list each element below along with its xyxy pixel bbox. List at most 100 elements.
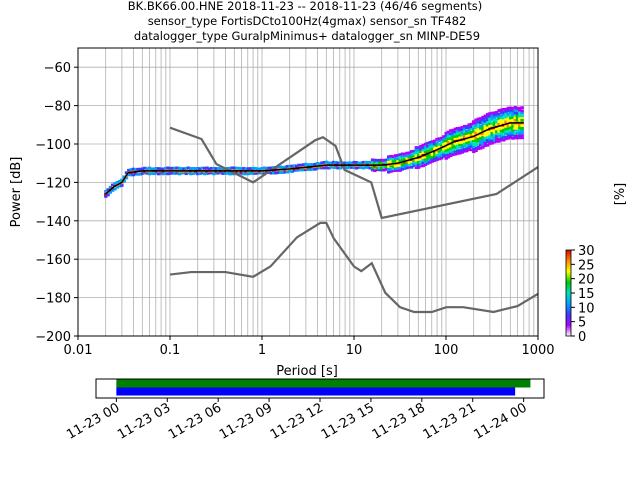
histogram-cell [488, 129, 492, 133]
histogram-cell [472, 124, 476, 128]
histogram-cell [409, 150, 414, 153]
histogram-cell [446, 130, 451, 134]
histogram-cell [322, 166, 326, 170]
histogram-cell [513, 126, 517, 130]
histogram-cell [518, 108, 522, 112]
histogram-cell [423, 163, 428, 166]
histogram-cell [444, 133, 448, 137]
histogram-cell [377, 168, 382, 172]
histogram-cell [462, 142, 467, 146]
histogram-cell [513, 128, 517, 132]
histogram-cell [297, 163, 301, 167]
histogram-cell [412, 149, 416, 153]
histogram-cell [481, 115, 485, 119]
histogram-cell [469, 145, 474, 148]
histogram-cell [423, 142, 428, 146]
histogram-cell [412, 152, 416, 156]
histogram-cell [495, 139, 499, 143]
colorbar-tick-label: 30 [578, 244, 595, 259]
histogram-cell [129, 168, 133, 172]
histogram-cell [430, 142, 435, 146]
histogram-cell [511, 136, 515, 140]
histogram-cell [324, 166, 329, 170]
histogram-cell [465, 149, 469, 153]
histogram-cell [439, 141, 444, 145]
histogram-cell [449, 151, 453, 155]
histogram-cell [501, 133, 506, 137]
histogram-cell [423, 155, 428, 158]
plot-frame [77, 47, 539, 337]
histogram-cell [324, 160, 329, 164]
histogram-cell [455, 136, 460, 140]
histogram-cell [506, 119, 510, 123]
histogram-cell [485, 130, 490, 134]
histogram-cell [386, 155, 391, 159]
histogram-cell [384, 165, 389, 168]
histogram-cell [481, 120, 485, 124]
histogram-cell [345, 161, 349, 165]
histogram-cell [253, 172, 257, 175]
histogram-cell [511, 118, 515, 122]
histogram-cell [490, 114, 494, 118]
histogram-cell [216, 171, 221, 175]
histogram-cell [485, 115, 490, 119]
histogram-cell [504, 109, 508, 113]
histogram-cell [156, 172, 161, 176]
histogram-cell [193, 171, 198, 175]
histogram-cell [338, 166, 343, 170]
histogram-cell [472, 150, 476, 154]
histogram-cell [108, 190, 113, 194]
histogram-cell [499, 131, 504, 135]
histogram-cell [472, 144, 476, 148]
histogram-cell [508, 118, 513, 122]
grid-lines [77, 48, 538, 337]
histogram-cell [453, 127, 458, 131]
histogram-cell [476, 145, 481, 148]
histogram-cell [403, 157, 407, 161]
histogram-cell [285, 164, 290, 168]
histogram-cell [242, 172, 246, 176]
histogram-cell [506, 109, 510, 113]
histogram-cell [458, 145, 462, 149]
histogram-cell [258, 171, 262, 175]
histogram-cell [467, 140, 471, 144]
histogram-cell [478, 117, 483, 120]
histogram-cell [476, 127, 481, 130]
histogram-cell [104, 190, 108, 193]
histogram-cell [474, 141, 478, 145]
histogram-cell [501, 116, 506, 120]
histogram-cell [161, 167, 165, 171]
histogram-cell [520, 106, 524, 110]
histogram-cell [391, 165, 395, 169]
histogram-cell [446, 155, 451, 159]
histogram-cell [497, 137, 501, 141]
histogram-cell [407, 161, 412, 164]
histogram-cell [209, 171, 214, 175]
histogram-cell [432, 159, 437, 162]
histogram-cell [472, 120, 476, 124]
histogram-cell [391, 169, 395, 173]
histogram-cell [407, 154, 412, 157]
histogram-cell [472, 147, 476, 151]
histogram-cell [276, 171, 280, 174]
histogram-cell [299, 168, 303, 172]
histogram-cell [518, 118, 522, 122]
histogram-cell [460, 131, 464, 134]
histogram-cell [499, 126, 504, 130]
histogram-cell [432, 147, 437, 151]
histogram-cell [488, 114, 492, 118]
histogram-cell [499, 129, 504, 133]
histogram-cell [490, 141, 494, 145]
histogram-cell [506, 134, 510, 138]
histogram-cell [426, 154, 430, 158]
histogram-cell [460, 143, 464, 146]
histogram-cell [437, 137, 441, 141]
histogram-cell [419, 147, 423, 151]
histogram-cell [511, 129, 515, 132]
histogram-cell [115, 185, 119, 189]
histogram-cell [481, 143, 485, 147]
histogram-cell [393, 169, 398, 172]
histogram-cell [391, 155, 395, 158]
histogram-cell [143, 166, 147, 170]
histogram-cell [474, 121, 478, 125]
